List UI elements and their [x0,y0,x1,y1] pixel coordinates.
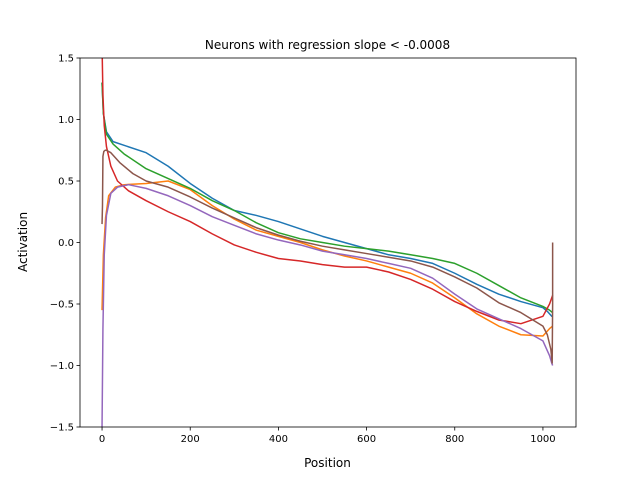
x-tick-label: 1000 [530,434,555,445]
x-tick-label: 600 [357,434,376,445]
y-tick-label: 1.0 [58,115,74,126]
plot-frame [79,57,577,428]
series-line-3 [101,82,554,314]
series-line-5 [101,183,554,427]
series-layer [101,58,554,427]
series-line-4 [101,58,554,325]
x-axis-label: Position [304,456,351,470]
y-ticks: −1.5 −1.0 −0.5 0.0 0.5 1.0 1.5 [50,54,80,434]
y-tick-label: 1.5 [58,54,74,65]
x-tick-label: 200 [181,434,200,445]
series-line-6 [101,149,554,364]
y-tick-label: 0.5 [58,177,74,188]
y-tick-label: −1.0 [50,361,74,372]
y-tick-label: 0.0 [58,238,74,249]
x-tick-label: 0 [99,434,105,445]
x-tick-label: 400 [269,434,288,445]
x-ticks: 0 200 400 600 800 1000 [99,427,556,445]
x-tick-label: 800 [445,434,464,445]
y-tick-label: −0.5 [50,300,74,311]
y-tick-label: −1.5 [50,423,74,434]
chart-title: Neurons with regression slope < -0.0008 [205,38,450,52]
series-line-1 [101,82,553,318]
y-axis-label: Activation [16,212,30,272]
